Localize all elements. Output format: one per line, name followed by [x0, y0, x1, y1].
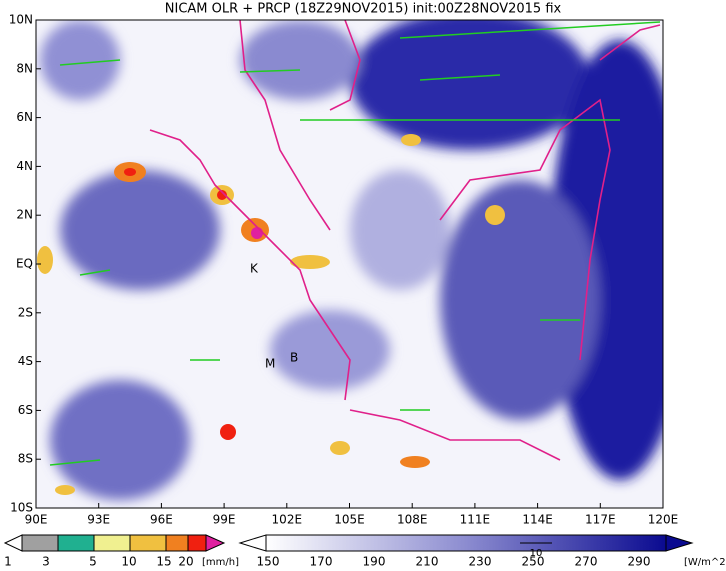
precip-cells: [37, 134, 505, 495]
lat-label: 4N: [16, 159, 33, 173]
lon-label: 114E: [522, 513, 553, 527]
precip-legend-label: 1: [4, 555, 12, 569]
lat-label: 6N: [16, 110, 33, 124]
place-label: M: [265, 357, 275, 371]
lon-label: 117E: [585, 513, 616, 527]
precip-legend-label: 20: [178, 555, 193, 569]
lon-label: 105E: [334, 513, 365, 527]
title: NICAM OLR + PRCP (18Z29NOV2015) init:00Z…: [165, 2, 562, 17]
lat-label: 8N: [16, 61, 33, 75]
lat-label: 10N: [9, 13, 33, 27]
olr-legend-label: 150: [257, 555, 280, 569]
olr-field: [40, 20, 663, 500]
place-label: K: [250, 262, 259, 276]
olr-legend-label: 210: [416, 555, 439, 569]
legend-labels: 1 3 5 10 15 20 [mm/h] 150 170 190 210 230 250 270 290 […: [4, 548, 726, 569]
precip-colorbar: [3, 534, 226, 552]
map-area: K M B: [36, 20, 663, 508]
olr-legend-label: 230: [469, 555, 492, 569]
coastlines: [149, 20, 661, 461]
lon-label: 93E: [87, 513, 110, 527]
precip-legend-label: 3: [42, 555, 50, 569]
lat-label: 2S: [18, 305, 33, 319]
lat-label: 10S: [10, 501, 33, 515]
lat-label: 6S: [18, 403, 33, 417]
olr-legend-label: 270: [575, 555, 598, 569]
olr-legend-label: 250: [522, 555, 545, 569]
place-label: B: [290, 351, 298, 365]
olr-legend-label: 290: [628, 555, 651, 569]
precip-legend-label: 5: [89, 555, 97, 569]
wind-vectors: [49, 21, 661, 466]
lon-label: 108E: [397, 513, 428, 527]
olr-legend-label: 170: [310, 555, 333, 569]
lon-label: 90E: [25, 513, 48, 527]
vector-reference: 10: [530, 548, 543, 559]
precip-legend-label: 10: [121, 555, 136, 569]
lon-label: 96E: [150, 513, 173, 527]
lat-label: 2N: [16, 208, 33, 222]
lon-label: 102E: [272, 513, 303, 527]
precip-legend-unit: [mm/h]: [202, 557, 239, 568]
olr-legend-unit: [W/m^2]: [684, 557, 726, 568]
lon-label: 99E: [213, 513, 236, 527]
lon-label: 111E: [460, 513, 491, 527]
lon-label: 120E: [648, 513, 679, 527]
olr-colorbar: [238, 534, 694, 552]
olr-legend-label: 190: [363, 555, 386, 569]
precip-legend-label: 15: [156, 555, 171, 569]
lat-label: EQ: [16, 257, 33, 271]
lat-label: 4S: [18, 354, 33, 368]
lat-label: 8S: [18, 452, 33, 466]
axes: 90E 93E 96E 99E 102E 105E 108E 111E 114E 117E 120E…: [9, 13, 679, 527]
